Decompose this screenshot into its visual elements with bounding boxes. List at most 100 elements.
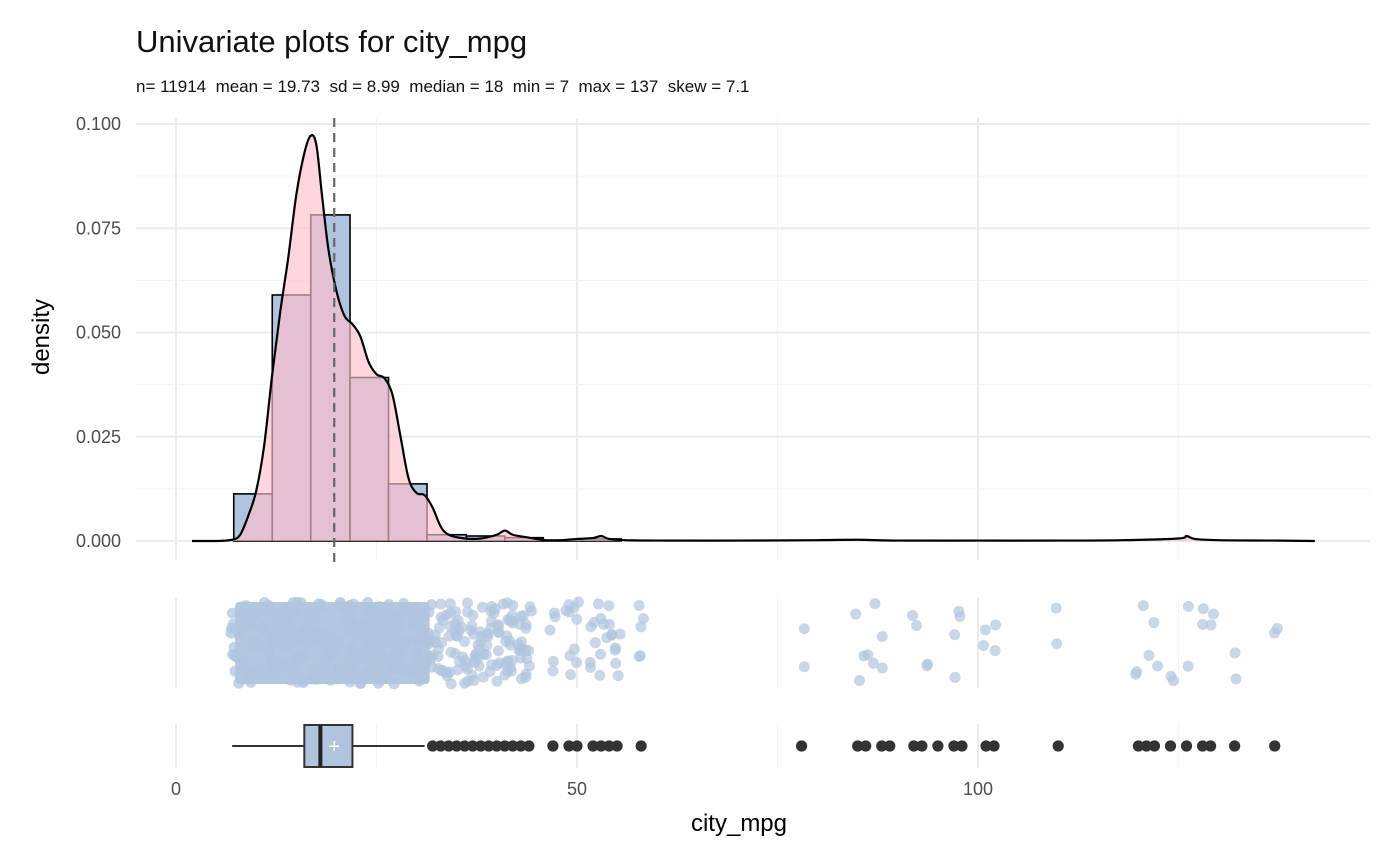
- box-outlier: [523, 740, 535, 752]
- jitter-point: [571, 613, 583, 625]
- jitter-point: [612, 670, 624, 682]
- jitter-point: [444, 598, 456, 610]
- y-tick-label: 0.000: [76, 531, 121, 551]
- jitter-point: [921, 658, 933, 670]
- jitter-point: [1182, 600, 1194, 612]
- box-outlier: [860, 740, 872, 752]
- jitter-point: [565, 669, 577, 681]
- jitter-point: [287, 661, 299, 673]
- jitter-point: [504, 639, 516, 651]
- jitter-point: [603, 619, 615, 631]
- jitter-point: [595, 648, 607, 660]
- jitter-point: [547, 655, 559, 667]
- jitter-point: [1205, 619, 1217, 631]
- y-tick-label: 0.075: [76, 218, 121, 238]
- jitter-point: [1137, 600, 1149, 612]
- jitter-point: [525, 605, 537, 617]
- box-outlier: [603, 740, 615, 752]
- box-outlier: [916, 740, 928, 752]
- density-layer: [192, 134, 1315, 543]
- jitter-point: [911, 619, 923, 631]
- jitter-point: [354, 676, 366, 688]
- jitter-point: [381, 622, 393, 634]
- box-outlier: [635, 740, 647, 752]
- jitter-point: [333, 637, 345, 649]
- box-outlier: [435, 740, 447, 752]
- box-outlier: [515, 740, 527, 752]
- box-outlier: [507, 740, 519, 752]
- box-outlier: [852, 740, 864, 752]
- jitter-point: [633, 600, 645, 612]
- jitter-point: [603, 600, 615, 612]
- box-outlier: [1204, 740, 1217, 752]
- jitter-point: [1165, 670, 1177, 682]
- jitter-point: [398, 597, 410, 609]
- jitter-point: [445, 678, 457, 690]
- jitter-point: [266, 628, 278, 640]
- jitter-point: [318, 657, 330, 669]
- box-outlier: [795, 740, 808, 752]
- jitter-point: [258, 597, 270, 609]
- jitter-point: [520, 622, 532, 634]
- jitter-point: [281, 602, 293, 614]
- box-outlier: [980, 740, 992, 752]
- jitter-point: [798, 623, 810, 635]
- jitter-point: [1148, 617, 1160, 629]
- jitter-point: [989, 645, 1001, 657]
- jitter-point: [592, 598, 604, 610]
- jitter-point: [388, 678, 400, 690]
- jitter-point: [348, 617, 360, 629]
- jitter-point: [460, 660, 472, 672]
- y-tick-label: 0.025: [76, 427, 121, 447]
- jitter-point: [351, 629, 363, 641]
- jitter-point: [1152, 660, 1164, 672]
- jitter-point: [300, 634, 312, 646]
- jitter-point: [472, 639, 484, 651]
- jitter-point: [256, 622, 268, 634]
- jitter-point: [389, 663, 401, 675]
- jitter-point: [979, 624, 991, 636]
- box-outlier: [491, 740, 503, 752]
- jitter-point: [229, 665, 241, 677]
- jitter-point: [492, 645, 504, 657]
- jitter-point: [1143, 649, 1155, 661]
- jitter-point: [869, 598, 881, 610]
- jitter-point: [270, 671, 282, 683]
- jitter-point: [253, 641, 265, 653]
- jitter-point: [492, 619, 504, 631]
- jitter-point: [1131, 666, 1143, 678]
- jitter-point: [1230, 673, 1242, 685]
- jitter-point: [568, 643, 580, 655]
- jitter-point: [368, 672, 380, 684]
- jitter-point: [394, 642, 406, 654]
- jitter-point: [272, 612, 284, 624]
- jitter-point: [435, 598, 447, 610]
- jitter-point: [585, 661, 597, 673]
- jitter-point: [517, 610, 529, 622]
- jitter-point: [1268, 627, 1280, 639]
- jitter-point: [238, 607, 250, 619]
- jitter-point: [310, 614, 322, 626]
- jitter-point: [571, 656, 583, 668]
- jitter-point: [226, 607, 238, 619]
- jitter-point: [450, 606, 462, 618]
- jitter-point: [298, 649, 310, 661]
- jitter-point: [595, 612, 607, 624]
- box-outlier: [451, 740, 463, 752]
- box-outlier: [908, 740, 920, 752]
- jitter-point: [457, 651, 469, 663]
- jitter-point: [876, 631, 888, 643]
- y-tick-label: 0.100: [76, 114, 121, 134]
- jitter-point: [246, 619, 258, 631]
- chart-title: Univariate plots for city_mpg: [136, 24, 528, 59]
- jitter-point: [369, 655, 381, 667]
- box-outlier: [884, 740, 896, 752]
- jitter-point: [978, 639, 990, 651]
- box-outlier: [1148, 740, 1161, 752]
- jitter-point: [1182, 660, 1194, 672]
- jitter-point: [302, 614, 314, 626]
- jitter-point: [356, 647, 368, 659]
- jitter-point: [1197, 603, 1209, 615]
- jitter-point: [332, 673, 344, 685]
